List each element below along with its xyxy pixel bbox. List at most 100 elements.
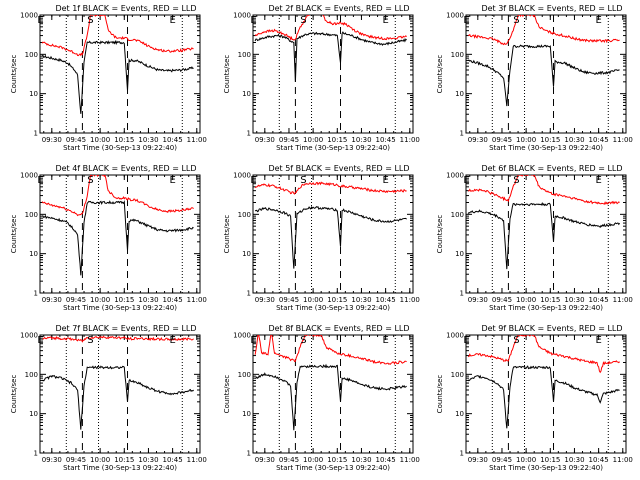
- panel-title: Det 7f BLACK = Events, RED = LLD: [55, 324, 196, 333]
- y-tick-label: 1: [34, 290, 38, 298]
- events-series-line: [254, 31, 407, 82]
- x-tick-label: 09:30: [255, 136, 275, 144]
- time-marker-label: E: [595, 175, 601, 186]
- y-tick-label: 100: [451, 51, 464, 59]
- time-marker-label: E: [250, 175, 256, 186]
- y-tick-label: 1000: [446, 172, 464, 180]
- x-tick-label: 10:00: [303, 136, 323, 144]
- plot-frame: [465, 14, 627, 134]
- y-tick-label: 100: [451, 371, 464, 379]
- x-tick-label: 09:45: [66, 136, 86, 144]
- x-tick-label: 10:45: [376, 136, 396, 144]
- time-marker-label: E: [37, 175, 43, 186]
- x-tick-label: 09:45: [279, 136, 299, 144]
- x-tick-label: 09:45: [279, 296, 299, 304]
- x-tick-label: 10:30: [564, 136, 584, 144]
- x-tick-label: 10:00: [90, 456, 110, 464]
- events-series-line: [467, 44, 620, 107]
- y-axis-label: Counts/sec: [223, 375, 231, 414]
- chart-panel: Det 8f BLACK = Events, RED = LLD 1 10 100 10…: [223, 324, 420, 472]
- y-tick-label: 100: [25, 371, 38, 379]
- x-tick-label: 10:15: [114, 296, 134, 304]
- x-tick-label: 10:15: [114, 136, 134, 144]
- time-marker-label: S: [300, 175, 306, 186]
- x-tick-label: 11:00: [400, 296, 420, 304]
- y-tick-label: 100: [451, 211, 464, 219]
- y-axis-label: Counts/sec: [10, 55, 18, 94]
- y-axis-label: Counts/sec: [10, 375, 18, 414]
- x-tick-label: 10:30: [351, 136, 371, 144]
- x-tick-label: 10:15: [540, 456, 560, 464]
- y-tick-label: 100: [238, 211, 251, 219]
- y-tick-label: 10: [29, 90, 38, 98]
- x-tick-label: 10:15: [540, 136, 560, 144]
- y-tick-label: 1000: [233, 12, 251, 20]
- panel-title: Det 1f BLACK = Events, RED = LLD: [55, 4, 196, 13]
- events-series-line: [42, 199, 194, 276]
- x-tick-label: 10:45: [589, 456, 609, 464]
- y-tick-label: 10: [242, 90, 251, 98]
- x-tick-label: 09:30: [42, 296, 62, 304]
- x-tick-label: 10:00: [516, 136, 536, 144]
- time-marker-label: E: [382, 15, 388, 26]
- x-tick-label: 10:00: [516, 456, 536, 464]
- x-tick-label: 10:00: [303, 456, 323, 464]
- lld-series-line: [254, 335, 407, 366]
- y-tick-label: 1000: [20, 332, 38, 340]
- x-axis-label: Start Time (30-Sep-13 09:22:40): [489, 144, 603, 152]
- x-tick-label: 11:00: [613, 456, 633, 464]
- plot-frame: [39, 14, 201, 134]
- time-marker-label: E: [595, 15, 601, 26]
- y-tick-label: 1000: [20, 172, 38, 180]
- y-tick-label: 10: [29, 250, 38, 258]
- events-series-line: [41, 365, 194, 430]
- panel-title: Det 8f BLACK = Events, RED = LLD: [268, 324, 409, 333]
- x-axis-label: Start Time (30-Sep-13 09:22:40): [276, 304, 390, 312]
- x-axis-label: Start Time (30-Sep-13 09:22:40): [276, 464, 390, 472]
- time-marker-label: E: [382, 175, 388, 186]
- x-tick-label: 10:45: [163, 296, 183, 304]
- lld-series-line: [41, 335, 194, 343]
- panel-title: Det 4f BLACK = Events, RED = LLD: [55, 164, 196, 173]
- time-marker-label: S: [87, 175, 93, 186]
- y-tick-label: 1: [247, 290, 251, 298]
- time-marker-label: E: [169, 335, 175, 346]
- events-series-line: [467, 365, 620, 429]
- time-marker-label: S: [87, 15, 93, 26]
- x-tick-label: 10:00: [303, 296, 323, 304]
- time-marker-label: S: [300, 335, 306, 346]
- x-tick-label: 10:00: [90, 296, 110, 304]
- y-tick-label: 10: [455, 90, 464, 98]
- panel-title: Det 6f BLACK = Events, RED = LLD: [481, 164, 622, 173]
- x-axis-label: Start Time (30-Sep-13 09:22:40): [63, 464, 177, 472]
- x-axis-label: Start Time (30-Sep-13 09:22:40): [276, 144, 390, 152]
- time-marker-label: E: [463, 15, 469, 26]
- chart-panel: Det 4f BLACK = Events, RED = LLD 1 10 100 10…: [10, 164, 207, 312]
- time-marker-label: E: [169, 15, 175, 26]
- x-tick-label: 10:00: [516, 296, 536, 304]
- time-marker-label: E: [37, 15, 43, 26]
- x-tick-label: 09:45: [492, 456, 512, 464]
- time-marker-label: E: [37, 335, 43, 346]
- x-tick-label: 09:30: [468, 296, 488, 304]
- chart-panel: Det 6f BLACK = Events, RED = LLD 1 10 100 10…: [436, 164, 633, 312]
- y-tick-label: 1000: [233, 332, 251, 340]
- time-marker-label: S: [300, 15, 306, 26]
- x-tick-label: 10:15: [114, 456, 134, 464]
- lld-series-line: [467, 15, 620, 46]
- panel-title: Det 3f BLACK = Events, RED = LLD: [481, 4, 622, 13]
- chart-panel: Det 7f BLACK = Events, RED = LLD 1 10 100 10…: [10, 324, 207, 472]
- events-series-line: [254, 205, 407, 269]
- lld-series-line: [468, 175, 620, 205]
- lld-series-line: [41, 175, 194, 217]
- y-tick-label: 1: [460, 450, 464, 458]
- x-tick-label: 10:30: [351, 456, 371, 464]
- time-marker-label: E: [382, 335, 388, 346]
- x-tick-label: 09:45: [279, 456, 299, 464]
- x-tick-label: 10:45: [589, 136, 609, 144]
- x-tick-label: 11:00: [187, 456, 207, 464]
- time-marker-label: E: [463, 335, 469, 346]
- time-marker-label: S: [513, 335, 519, 346]
- y-axis-label: Counts/sec: [436, 55, 444, 94]
